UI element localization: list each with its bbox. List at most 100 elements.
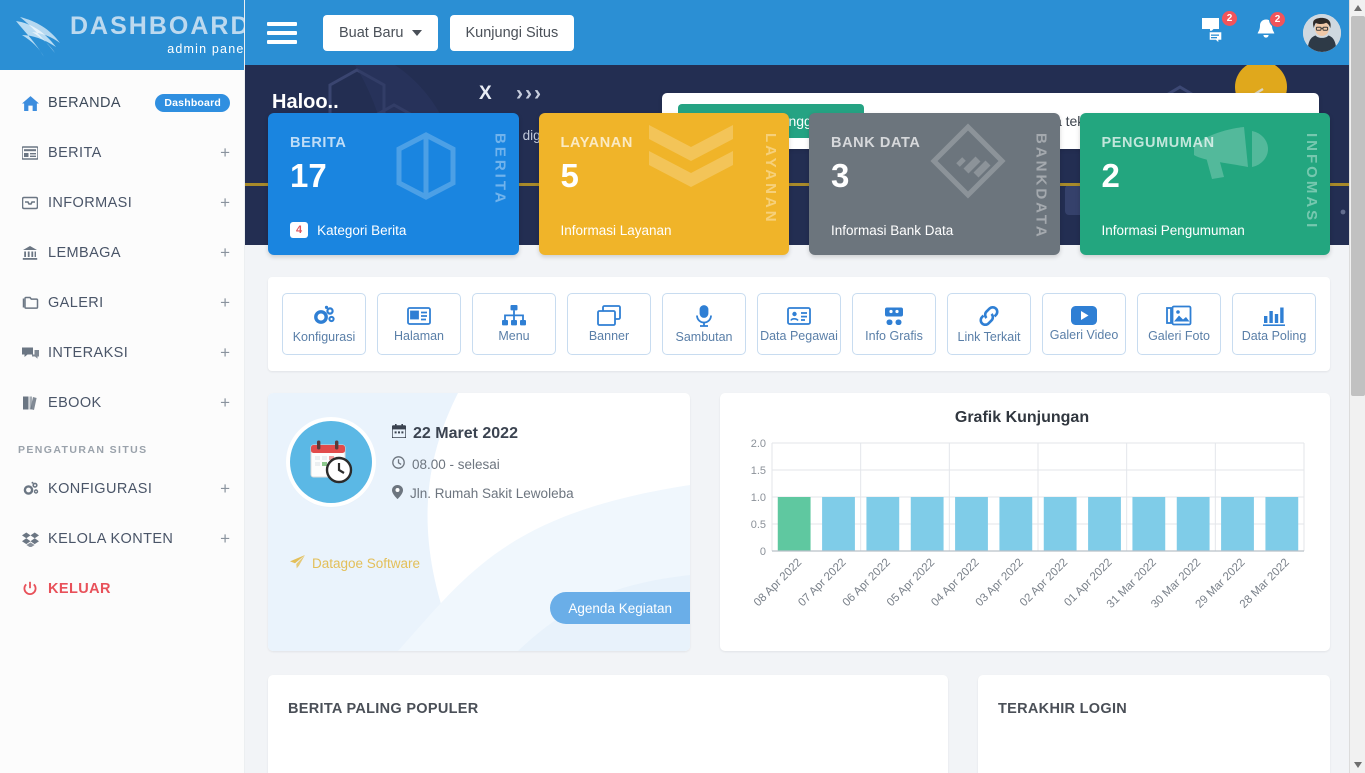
power-off-icon	[22, 581, 48, 597]
quick-action-halaman[interactable]: Halaman	[377, 293, 461, 355]
notifications-button[interactable]: 2	[1255, 11, 1286, 47]
caret-down-icon[interactable]	[1350, 757, 1365, 773]
stat-value: 17	[290, 157, 327, 194]
sidebar-item-lembaga[interactable]: LEMBAGA +	[0, 228, 244, 278]
close-icon[interactable]: X	[479, 83, 492, 104]
brand-subtitle: admin panel	[167, 42, 244, 57]
double-chevron-down-icon	[645, 121, 737, 196]
sidebar-item-kelola-konten[interactable]: KELOLA KONTEN +	[0, 514, 244, 564]
sidebar-item-interaksi[interactable]: INTERAKSI +	[0, 328, 244, 378]
calendar-clock-icon	[290, 421, 372, 503]
sidebar-item-berita[interactable]: BERITA +	[0, 128, 244, 178]
sidebar-item-ebook[interactable]: EBOOK +	[0, 378, 244, 428]
svg-text:0.5: 0.5	[751, 519, 766, 531]
messages-button[interactable]: 2	[1201, 10, 1238, 48]
stat-value: 3	[831, 157, 850, 194]
calendar-icon	[391, 424, 407, 443]
expand-icon[interactable]: +	[220, 393, 230, 412]
stat-vertical-label: BANKDATA	[1032, 133, 1050, 240]
scrollbar-thumb[interactable]	[1351, 16, 1365, 396]
book-icon	[22, 395, 48, 411]
stat-card-pengumuman[interactable]: INFOMASI PENGUMUMAN 2 Informasi Pengumum…	[1079, 113, 1330, 255]
sidebar-item-konfigurasi[interactable]: KONFIGURASI +	[0, 464, 244, 514]
stat-card-berita[interactable]: BERITA BERITA 17 4 Kategori Berita	[268, 113, 519, 255]
agenda-software: Datagoe Software	[290, 555, 420, 572]
agenda-software-label: Datagoe Software	[312, 556, 421, 571]
hero-title: Haloo..	[272, 91, 339, 113]
stat-card-layanan[interactable]: LAYANAN LAYANAN 5 Informasi Layanan	[538, 113, 789, 255]
chevron-right-icon[interactable]: ›››	[516, 82, 543, 105]
expand-icon[interactable]: +	[220, 343, 230, 362]
paper-plane-icon	[290, 555, 305, 572]
visit-chart-card: Grafik Kunjungan 0 0.5 1.0 1.5 2.0 08 Apr 202…	[720, 393, 1330, 651]
quick-action-link-terkait[interactable]: Link Terkait	[947, 293, 1031, 355]
caret-up-icon[interactable]	[1350, 0, 1365, 16]
create-new-button[interactable]: Buat Baru	[323, 14, 438, 51]
brand-header[interactable]: DASHBOARD admin panel	[0, 0, 244, 70]
quick-action-label: Data Pegawai	[760, 328, 838, 343]
expand-icon[interactable]: +	[220, 193, 230, 212]
vertical-scrollbar[interactable]	[1349, 0, 1365, 773]
agenda-location: Jln. Rumah Sakit Lewoleba	[410, 486, 574, 501]
quick-action-konfigurasi[interactable]: Konfigurasi	[282, 293, 366, 355]
sidebar-item-galeri[interactable]: GALERI +	[0, 278, 244, 328]
stat-card-bank-data[interactable]: BANKDATA BANK DATA 3 Informasi Bank Data	[809, 113, 1060, 255]
quick-action-galeri-video[interactable]: Galeri Video	[1042, 293, 1126, 355]
popular-news-card: BERITA PALING POPULER	[268, 675, 948, 773]
map-marker-icon	[392, 485, 403, 502]
stat-cards: BERITA BERITA 17 4 Kategori Berita LAYAN…	[245, 113, 1365, 255]
expand-icon[interactable]: +	[220, 293, 230, 312]
create-new-label: Buat Baru	[339, 24, 404, 41]
stat-value: 2	[1101, 157, 1120, 194]
avatar[interactable]	[1303, 13, 1341, 52]
stat-title: PENGUMUMAN	[1101, 135, 1215, 151]
dropbox-icon	[22, 531, 48, 547]
quick-action-label: Info Grafis	[865, 328, 923, 343]
svg-text:2.0: 2.0	[751, 438, 766, 450]
expand-icon[interactable]: +	[220, 143, 230, 162]
sidebar-item-label: LEMBAGA	[48, 245, 121, 261]
link-icon	[977, 305, 1001, 327]
quick-action-galeri-foto[interactable]: Galeri Foto	[1137, 293, 1221, 355]
stat-chip: 4	[290, 222, 309, 238]
quick-action-label: Galeri Video	[1049, 328, 1119, 342]
quick-action-info-grafis[interactable]: Info Grafis	[852, 293, 936, 355]
last-login-card: TERAKHIR LOGIN	[978, 675, 1330, 773]
microphone-icon	[695, 304, 713, 327]
expand-icon[interactable]: +	[220, 479, 230, 498]
expand-icon[interactable]: +	[220, 243, 230, 262]
stat-vertical-label: LAYANAN	[762, 133, 779, 225]
agenda-button[interactable]: Agenda Kegiatan	[550, 592, 690, 624]
agenda-time: 08.00 - selesai	[412, 456, 500, 472]
sidebar-item-label: BERITA	[48, 145, 102, 161]
svg-text:1.5: 1.5	[751, 465, 766, 477]
quick-action-sambutan[interactable]: Sambutan	[662, 293, 746, 355]
quick-action-data-poling[interactable]: Data Poling	[1232, 293, 1316, 355]
quick-action-menu[interactable]: Menu	[472, 293, 556, 355]
svg-text:0: 0	[760, 546, 766, 558]
chevron-down-icon	[411, 29, 422, 36]
expand-icon[interactable]: +	[220, 529, 230, 548]
sidebar-item-informasi[interactable]: INFORMASI +	[0, 178, 244, 228]
main-area: Buat Baru Kunjungi Situs 2	[245, 0, 1365, 773]
bar-chart-icon	[1262, 305, 1286, 326]
sidebar-item-label: KELOLA KONTEN	[48, 531, 174, 547]
bottom-row: BERITA PALING POPULER TERAKHIR LOGIN	[268, 675, 1330, 773]
clone-icon	[597, 305, 621, 326]
sidebar-item-beranda[interactable]: BERANDA Dashboard	[0, 78, 244, 128]
stat-footer: Informasi Layanan	[560, 223, 672, 238]
hamburger-icon[interactable]	[267, 21, 297, 44]
quick-action-label: Konfigurasi	[292, 329, 356, 344]
popular-news-title: BERITA PALING POPULER	[288, 701, 479, 717]
sitemap-icon	[502, 305, 526, 326]
stat-footer: Informasi Pengumuman	[1101, 223, 1245, 238]
database-tag-icon	[928, 121, 1008, 206]
quick-action-data-pegawai[interactable]: Data Pegawai	[757, 293, 841, 355]
quick-action-label: Halaman	[393, 328, 445, 343]
stat-value: 5	[560, 157, 579, 194]
visit-site-button[interactable]: Kunjungi Situs	[449, 14, 575, 51]
sidebar-item-keluar[interactable]: KELUAR	[0, 564, 244, 614]
quick-action-banner[interactable]: Banner	[567, 293, 651, 355]
